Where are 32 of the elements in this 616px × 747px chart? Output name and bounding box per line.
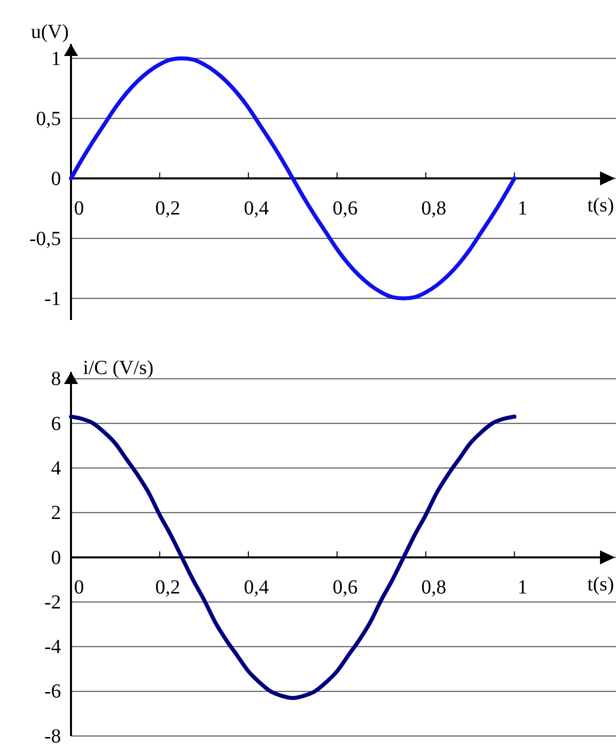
y-tick-label: -6 <box>44 680 61 703</box>
x-tick-label: 0,2 <box>155 198 180 220</box>
y-axis-title: u(V) <box>31 21 69 43</box>
x-axis-title: t(s) <box>587 573 614 596</box>
line-series <box>69 414 516 700</box>
y-tick-label: -4 <box>44 636 61 658</box>
line-series <box>69 56 516 300</box>
y-tick-label: 0 <box>51 546 61 569</box>
x-tick-label: 0,4 <box>244 198 269 220</box>
y-tick-label: -8 <box>44 725 61 747</box>
x-tick-label: 1 <box>517 198 528 220</box>
x-tick-label: 0,8 <box>421 198 446 220</box>
x-tick-label: 0 <box>74 198 84 220</box>
y-tick-label: 0,5 <box>36 108 61 130</box>
y-axis-title: i/C (V/s) <box>83 357 154 379</box>
y-tick-label: -0,5 <box>29 228 61 250</box>
y-tick-label: 6 <box>51 412 61 435</box>
y-tick-label: 4 <box>51 457 61 480</box>
x-tick-label: 0 <box>74 576 84 599</box>
x-tick-label: 0,4 <box>244 576 269 599</box>
x-tick-label: 0,2 <box>155 576 180 599</box>
y-tick-label: 8 <box>51 368 61 390</box>
y-tick-label: -1 <box>44 288 61 310</box>
y-tick-label: 1 <box>51 48 61 70</box>
x-axis-title: t(s) <box>587 194 614 216</box>
y-tick-label: 0 <box>51 168 61 190</box>
x-tick-label: 0,6 <box>332 198 358 220</box>
x-tick-label: 1 <box>517 576 528 599</box>
y-tick-label: -2 <box>44 591 61 614</box>
x-tick-label: 0,6 <box>332 576 358 599</box>
x-tick-label: 0,8 <box>421 576 446 599</box>
y-tick-label: 2 <box>51 502 61 524</box>
